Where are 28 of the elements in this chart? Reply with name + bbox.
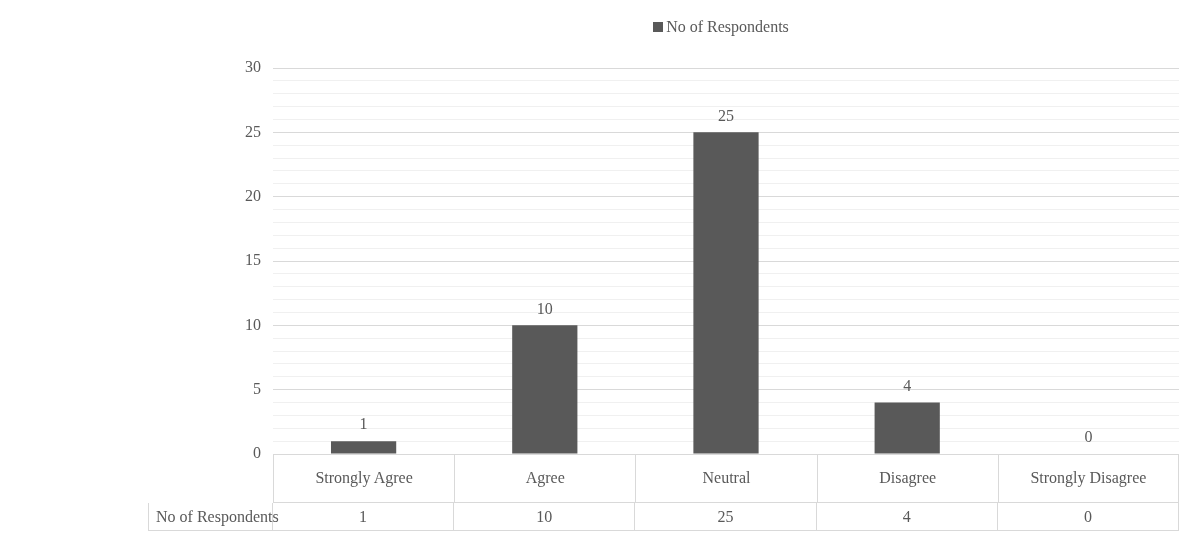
bar [330,441,397,454]
y-tick-label: 20 [245,186,261,204]
data-label: 1 [359,507,368,526]
bar [512,325,578,454]
bar [874,402,940,454]
annotation: 4 [903,376,912,394]
legend-label: No of Respondents [666,18,789,35]
y-tick-label: 30 [245,58,261,76]
x-tick-label: Disagree [879,469,937,487]
x-tick-label: Agree [525,469,565,487]
annotation: 25 [718,106,734,124]
x-tick-label: Strongly Agree [315,469,413,487]
y-tick-label: 0 [253,444,261,462]
bar [693,132,759,454]
y-tick-label: 15 [245,251,261,269]
annotation: 10 [536,299,553,317]
data-label: 25 [717,507,734,526]
x-tick-label: Strongly Disagree [1030,469,1147,487]
annotation: 0 [1084,428,1093,446]
text: No of Respondents [156,507,279,525]
data-label: 0 [1083,507,1092,526]
y-tick-label: 10 [245,315,261,333]
x-tick-label: Neutral [702,469,751,487]
annotation: 1 [359,415,368,433]
data-label: 10 [536,507,553,526]
y-tick-label: 5 [253,379,261,397]
data-label: 4 [902,507,911,526]
y-tick-label: 25 [245,122,261,140]
